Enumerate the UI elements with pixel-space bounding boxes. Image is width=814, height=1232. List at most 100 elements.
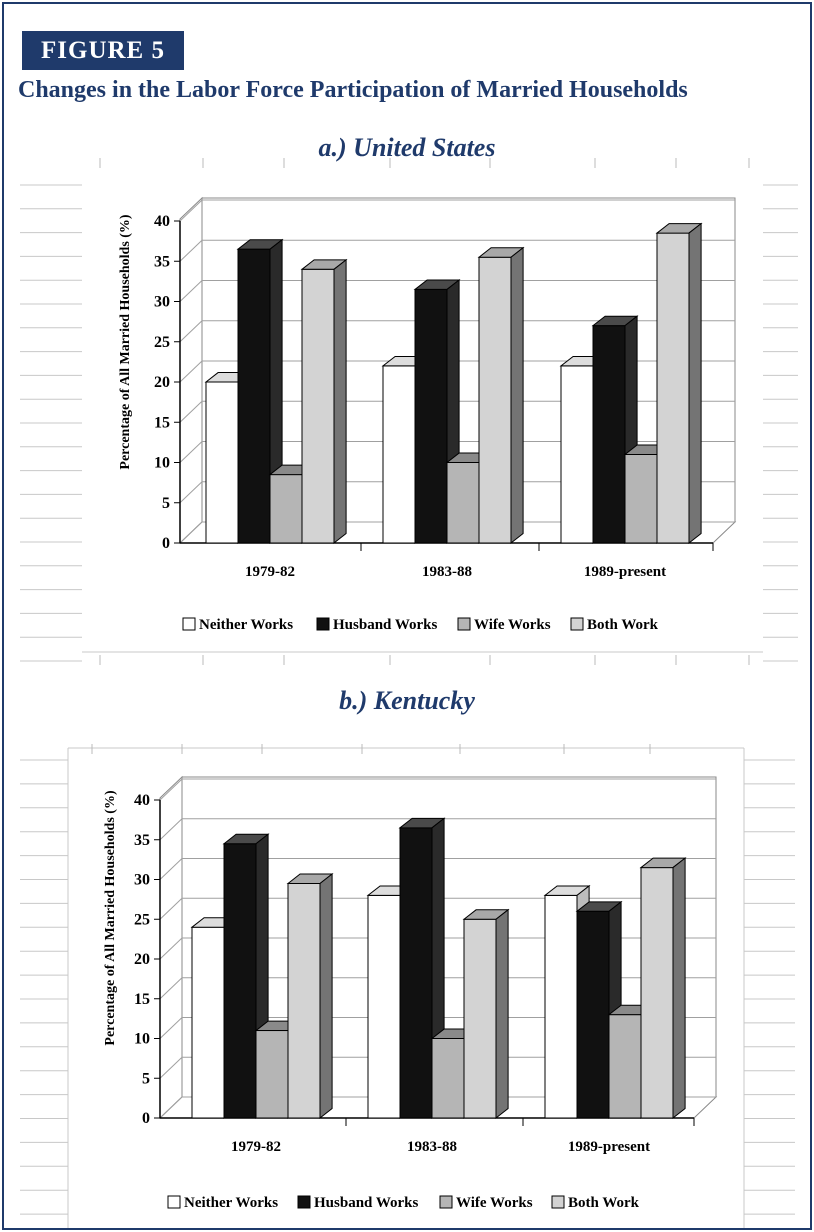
gridline-side bbox=[179, 239, 203, 262]
bar-front bbox=[269, 474, 303, 544]
legend-swatch-both bbox=[551, 1195, 565, 1209]
y-tick-label: 35 bbox=[134, 832, 150, 849]
bar-front bbox=[560, 365, 594, 544]
legend-swatch-husband bbox=[297, 1195, 311, 1209]
bar-front bbox=[237, 248, 271, 544]
y-tick-label: 25 bbox=[134, 911, 150, 928]
y-tick-label: 30 bbox=[134, 872, 150, 889]
y-tick-label: 0 bbox=[162, 535, 170, 552]
y-axis-label: Percentage of All Married Households (%) bbox=[103, 790, 118, 1046]
legend-swatch-neither bbox=[182, 617, 196, 631]
gridline-side bbox=[159, 897, 183, 920]
y-tick-label: 15 bbox=[134, 991, 150, 1008]
bar-front bbox=[205, 381, 239, 544]
bar-side bbox=[319, 873, 333, 1120]
gridline-side bbox=[179, 400, 203, 423]
gridline-side bbox=[159, 778, 183, 801]
bar-both-3 bbox=[655, 222, 703, 545]
bar-side bbox=[510, 246, 524, 545]
bar-both-2 bbox=[477, 246, 525, 545]
bar-front bbox=[191, 926, 225, 1119]
gridline-side bbox=[159, 1017, 183, 1039]
x-tick-label: 1989-present bbox=[568, 1139, 650, 1155]
bar-front bbox=[255, 1030, 289, 1119]
chart-b: 0 5 10 15 20 25 30 35 40 Percentage of All Marrie… bbox=[20, 744, 795, 1228]
y-tick-label: 5 bbox=[142, 1070, 150, 1087]
chart-b-title: b.) Kentucky bbox=[339, 686, 475, 715]
legend-label-husband: Husband Works bbox=[314, 1195, 419, 1211]
bar-front bbox=[446, 462, 480, 544]
y-tick-label: 40 bbox=[154, 213, 170, 230]
bar-front bbox=[592, 325, 626, 544]
legend-swatch-both bbox=[570, 617, 584, 631]
y-axis-label: Percentage of All Married Households (%) bbox=[118, 214, 133, 470]
y-tick-label: 20 bbox=[134, 951, 150, 968]
bar-both-1 bbox=[286, 873, 334, 1120]
y-tick-label: 15 bbox=[154, 414, 170, 431]
bar-front bbox=[656, 232, 690, 544]
y-tick-label: 10 bbox=[154, 455, 170, 472]
legend-swatch-wife bbox=[439, 1195, 453, 1209]
gridline-side bbox=[179, 481, 203, 504]
bar-front bbox=[287, 882, 321, 1119]
legend-label-neither: Neither Works bbox=[199, 617, 293, 633]
bar-front bbox=[382, 365, 416, 544]
bar-side bbox=[688, 222, 702, 545]
bar-front bbox=[624, 453, 658, 544]
legend-swatch-neither bbox=[167, 1195, 181, 1209]
figure-title: Changes in the Labor Force Participation… bbox=[18, 77, 688, 103]
bar-front bbox=[640, 867, 674, 1119]
bar-front bbox=[608, 1014, 642, 1119]
gridline-side bbox=[159, 977, 183, 1000]
gridline-side bbox=[179, 441, 203, 463]
gridline-side bbox=[179, 280, 203, 302]
legend-swatch-husband bbox=[316, 617, 330, 631]
bar-front bbox=[463, 918, 497, 1119]
bar-both-1 bbox=[300, 258, 348, 545]
bar-front bbox=[431, 1038, 465, 1119]
bar-front bbox=[576, 910, 610, 1119]
plot-side-wall bbox=[179, 196, 203, 545]
legend-label-neither: Neither Works bbox=[184, 1195, 278, 1211]
y-tick-label: 30 bbox=[154, 294, 170, 311]
gridline-side bbox=[159, 858, 183, 880]
legend-label-both: Both Work bbox=[587, 617, 659, 633]
figure-label: FIGURE 5 bbox=[22, 31, 184, 70]
bar-front bbox=[544, 894, 578, 1119]
y-tick-label: 20 bbox=[154, 374, 170, 391]
y-tick-label: 25 bbox=[154, 334, 170, 351]
x-tick-label: 1979-82 bbox=[245, 564, 295, 580]
x-tick-label: 1989-present bbox=[584, 564, 666, 580]
chart-a-title: a.) United States bbox=[318, 133, 496, 162]
gridline-side bbox=[179, 360, 203, 383]
gridline-side bbox=[179, 320, 203, 343]
gridline-side bbox=[179, 199, 203, 222]
gridline-side bbox=[179, 521, 203, 544]
bar-front bbox=[399, 827, 433, 1119]
gridline-side bbox=[159, 818, 183, 841]
bar-side bbox=[495, 908, 509, 1120]
y-tick-label: 5 bbox=[162, 495, 170, 512]
plot-side-wall bbox=[159, 775, 183, 1120]
gridline-side bbox=[159, 1056, 183, 1079]
bar-both-2 bbox=[462, 908, 510, 1120]
y-tick-label: 35 bbox=[154, 253, 170, 270]
y-tick-label: 40 bbox=[134, 792, 150, 809]
legend-swatch-wife bbox=[457, 617, 471, 631]
bar-front bbox=[414, 288, 448, 544]
bar-side bbox=[672, 857, 686, 1120]
x-tick-label: 1979-82 bbox=[231, 1139, 281, 1155]
x-tick-label: 1983-88 bbox=[407, 1139, 457, 1155]
x-tick-label: 1983-88 bbox=[422, 564, 472, 580]
gridline-side bbox=[159, 1096, 183, 1119]
y-tick-label: 10 bbox=[134, 1031, 150, 1048]
bar-side bbox=[333, 258, 347, 545]
chart-a: 0 5 10 15 20 25 30 35 40 Percentage of All Marrie… bbox=[20, 158, 798, 665]
legend-label-wife: Wife Works bbox=[474, 617, 551, 633]
y-tick-label: 0 bbox=[142, 1110, 150, 1127]
gridline-side bbox=[159, 937, 183, 960]
legend-label-both: Both Work bbox=[568, 1195, 640, 1211]
legend-label-husband: Husband Works bbox=[333, 617, 438, 633]
bar-front bbox=[367, 894, 401, 1119]
